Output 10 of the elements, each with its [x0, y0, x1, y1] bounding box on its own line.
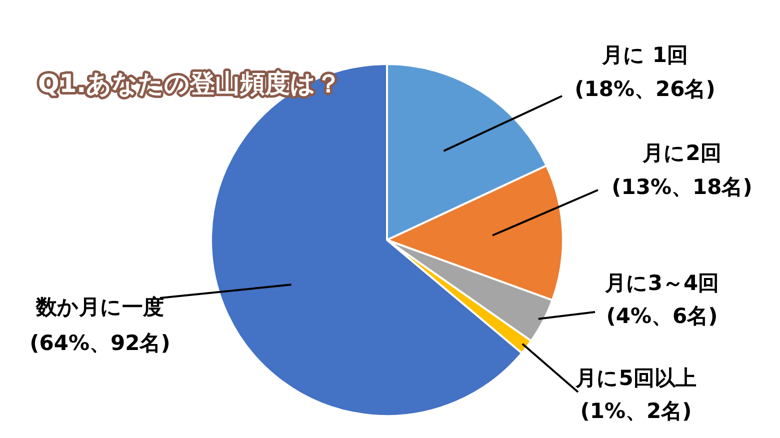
data-label: (13%、18名)	[612, 175, 752, 199]
slice-label: 月に5回以上	[574, 366, 696, 390]
data-label: (18%、26名)	[574, 77, 716, 101]
data-label: (64%、92名)	[30, 331, 170, 355]
slice-label: 月に3～4回	[604, 271, 720, 295]
data-label: (4%、6名)	[606, 304, 718, 328]
data-label: (1%、2名)	[580, 399, 692, 423]
slice-label: 月に2回	[642, 141, 722, 165]
slice-label: 月に 1回	[601, 43, 688, 67]
slice-label: 数か月に一度	[35, 295, 164, 319]
